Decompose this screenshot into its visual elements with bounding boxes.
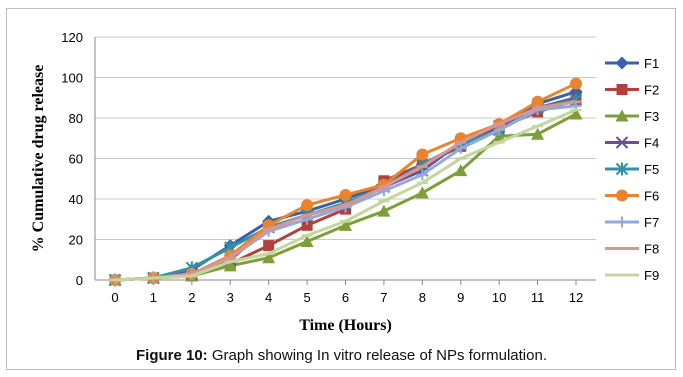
x-tick-label: 11 (531, 290, 545, 305)
legend-item-f5: F5 (605, 162, 659, 177)
legend-marker (615, 109, 629, 122)
legend-label: F9 (644, 268, 659, 283)
legend-label: F8 (644, 242, 659, 257)
data-point (415, 186, 429, 199)
x-tick-label: 9 (457, 290, 464, 305)
series-f9 (109, 108, 582, 282)
x-tick-label: 5 (303, 290, 310, 305)
y-axis-label: % Cumulative drug release (30, 65, 47, 253)
legend-item-f9: F9 (605, 268, 659, 283)
y-tick-label: 20 (69, 233, 83, 248)
x-tick-label: 2 (188, 290, 195, 305)
legend-item-f3: F3 (605, 109, 659, 124)
y-tick-label: 120 (61, 30, 83, 45)
data-point (455, 142, 467, 154)
data-point (301, 199, 314, 212)
x-tick-label: 4 (265, 290, 272, 305)
data-point (300, 235, 314, 248)
data-point (301, 219, 313, 231)
data-point (531, 95, 544, 108)
data-point (416, 148, 429, 161)
data-point (377, 204, 391, 217)
legend-marker (615, 56, 629, 70)
data-point (263, 240, 275, 252)
legend-label: F4 (644, 136, 659, 151)
x-tick-label: 7 (380, 290, 387, 305)
figure-caption: Figure 10: Graph showing In vitro releas… (0, 347, 683, 364)
x-axis-label: Time (Hours) (299, 317, 392, 334)
legend-label: F5 (644, 162, 659, 177)
data-point (569, 107, 583, 120)
legend-label: F3 (644, 109, 659, 124)
legend-item-f7: F7 (605, 215, 659, 230)
legend-item-f2: F2 (605, 83, 659, 98)
x-tick-label: 0 (111, 290, 118, 305)
series-f4 (108, 91, 583, 287)
caption-label: Figure 10: (135, 347, 208, 364)
x-tick-label: 3 (227, 290, 234, 305)
y-tick-label: 40 (69, 192, 83, 207)
legend: F1 F2 F3 F4 F5 F6 F7 F8 F9 (605, 56, 659, 283)
data-point (531, 127, 545, 140)
legend-label: F7 (644, 215, 659, 230)
legend-marker (616, 216, 628, 228)
legend-item-f1: F1 (605, 56, 659, 71)
data-point (223, 259, 237, 272)
y-tick-label: 100 (61, 71, 83, 86)
legend-marker (616, 189, 628, 202)
series-f6 (109, 77, 582, 286)
x-tick-label: 6 (342, 290, 349, 305)
legend-item-f4: F4 (605, 136, 659, 151)
legend-marker (615, 136, 629, 149)
x-tick-label: 12 (569, 290, 583, 305)
data-point (339, 188, 352, 201)
y-tick-label: 0 (76, 273, 83, 288)
data-point (570, 77, 582, 90)
legend-label: F2 (644, 83, 659, 98)
data-point (493, 124, 505, 136)
data-point (416, 169, 428, 181)
y-tick-label: 80 (69, 111, 83, 126)
legend-label: F6 (644, 189, 659, 204)
x-tick-label: 10 (492, 290, 506, 305)
data-point (454, 164, 468, 177)
legend-label: F1 (644, 56, 659, 71)
legend-item-f8: F8 (605, 242, 659, 257)
legend-marker (616, 84, 628, 95)
legend-item-f6: F6 (605, 189, 659, 204)
legend-marker (615, 162, 629, 176)
x-tick-label: 1 (150, 290, 157, 305)
data-point (262, 251, 276, 264)
data-point (339, 218, 352, 231)
figure-frame (6, 8, 676, 370)
series-line (114, 82, 577, 282)
y-tick-label: 60 (69, 152, 83, 167)
caption-text: Graph showing In vitro release of NPs fo… (207, 347, 547, 364)
x-tick-label: 8 (419, 290, 426, 305)
